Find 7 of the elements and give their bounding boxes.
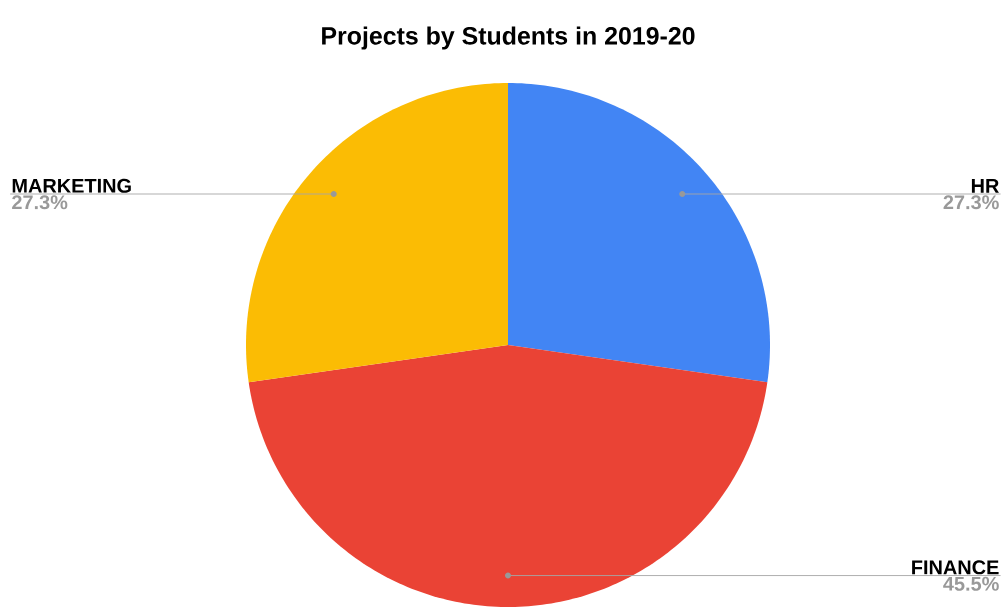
data-label: 27.3% <box>12 195 68 210</box>
chart-title: Projects by Students in 2019-20 <box>322 26 695 50</box>
slice-label: HR <box>971 179 999 193</box>
data-label: 27.3% <box>943 195 999 210</box>
slice-label: FINANCE <box>912 560 999 575</box>
slice-label: MARKETING <box>12 178 131 193</box>
data-label: 45.5% <box>943 576 999 591</box>
